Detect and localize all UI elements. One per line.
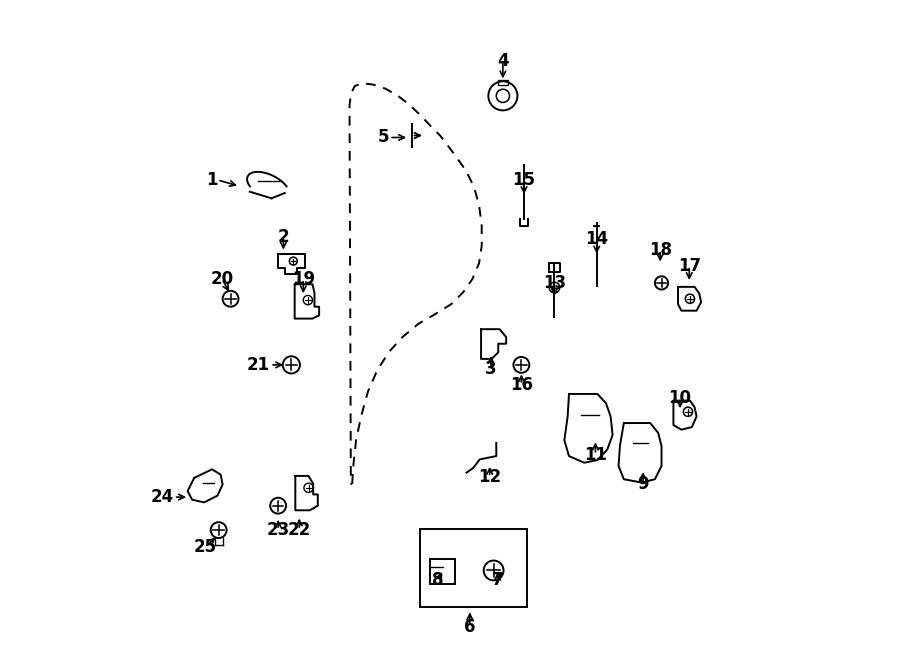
Text: 24: 24 xyxy=(150,488,174,506)
Text: 12: 12 xyxy=(478,468,501,486)
Text: 1: 1 xyxy=(206,171,217,189)
Text: 6: 6 xyxy=(464,617,475,636)
Text: 13: 13 xyxy=(543,274,566,292)
Text: 17: 17 xyxy=(678,256,701,275)
Text: 25: 25 xyxy=(194,538,217,557)
Text: 9: 9 xyxy=(637,475,649,493)
Text: 21: 21 xyxy=(248,356,270,374)
Text: 2: 2 xyxy=(277,227,289,246)
Text: 23: 23 xyxy=(266,521,290,539)
Text: 5: 5 xyxy=(378,128,389,147)
Text: 18: 18 xyxy=(649,241,671,259)
Text: 10: 10 xyxy=(669,389,691,407)
Text: 14: 14 xyxy=(585,230,608,249)
Text: 19: 19 xyxy=(292,270,315,288)
Text: 4: 4 xyxy=(497,52,508,70)
Text: 20: 20 xyxy=(211,270,233,288)
Text: 22: 22 xyxy=(288,521,310,539)
Text: 11: 11 xyxy=(584,446,607,464)
Text: 3: 3 xyxy=(485,360,497,378)
Text: 15: 15 xyxy=(512,171,535,189)
Bar xyxy=(498,80,508,85)
Text: 16: 16 xyxy=(510,375,533,394)
Bar xyxy=(419,529,526,607)
Text: 8: 8 xyxy=(432,571,444,590)
Bar xyxy=(429,559,454,584)
Text: 7: 7 xyxy=(491,571,503,590)
